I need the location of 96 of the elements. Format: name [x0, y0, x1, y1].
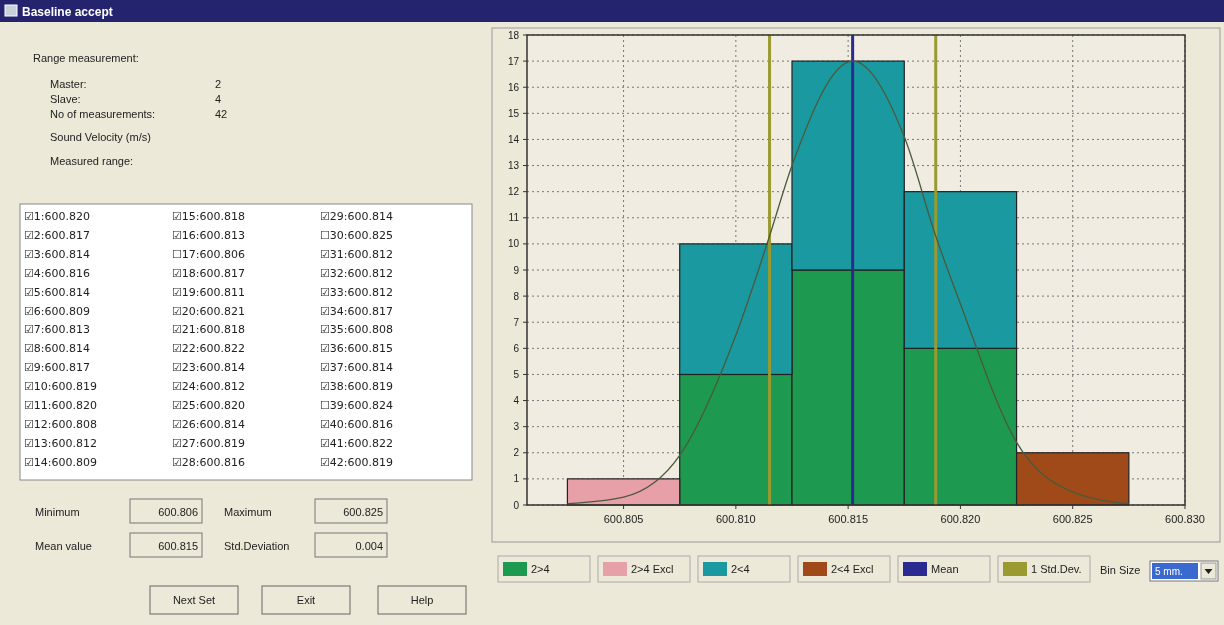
text: ☑1:600.820 [24, 210, 91, 223]
y-tick-label: 13 [507, 160, 520, 172]
text: ☑27:600.819 [172, 436, 246, 450]
text: ☑2:600.817 [24, 228, 91, 242]
y-tick-label: 6 [513, 342, 520, 354]
text: ☑24:600.812 [172, 380, 246, 394]
text: ☑37:600.814 [320, 361, 394, 375]
x-tick-label: 600.810 [715, 513, 756, 525]
text: Slave: [50, 93, 81, 105]
text: ☑10:600.819 [24, 380, 98, 394]
text: Std.Deviation [224, 540, 290, 552]
y-tick-label: 12 [507, 186, 520, 198]
text: ☑34:600.817 [320, 304, 394, 318]
text: No of measurements: [50, 108, 156, 120]
text: ☑33:600.812 [320, 285, 394, 299]
text: ☑14:600.809 [24, 455, 98, 469]
text: ☑35:600.808 [320, 323, 394, 337]
y-tick-label: 15 [507, 107, 520, 119]
text: ☑29:600.814 [320, 210, 394, 223]
text: ☑8:600.814 [24, 342, 91, 356]
text: Exit [296, 594, 316, 606]
text: Sound Velocity (m/s) [50, 131, 151, 143]
y-tick-label: 8 [513, 290, 520, 302]
text: Mean value [35, 540, 92, 552]
text: ☑20:600.821 [172, 304, 246, 318]
x-tick-label: 600.805 [603, 513, 644, 525]
text: Bin Size [1100, 564, 1141, 576]
line-series [566, 60, 1130, 505]
y-tick-label: 11 [508, 212, 520, 224]
text: ☑22:600.822 [172, 342, 246, 356]
y-tick-label: 18 [507, 29, 520, 41]
text: Maximum [224, 506, 272, 518]
text: Next Set [172, 594, 216, 606]
text: Baseline accept [22, 5, 113, 19]
text: ☑36:600.815 [320, 342, 394, 356]
legend-label: 2>4 [531, 563, 550, 575]
y-tick-label: 2 [513, 447, 520, 459]
legend-label: Mean [931, 563, 959, 575]
text: ☑15:600.818 [172, 210, 246, 223]
text: ☑26:600.814 [172, 417, 246, 431]
text: Master: [50, 78, 87, 90]
text: ☑41:600.822 [320, 436, 394, 450]
text: 600.806 [158, 506, 198, 518]
text: ☑25:600.820 [172, 399, 246, 412]
text: ☑42:600.819 [320, 455, 394, 469]
text: ☐30:600.825 [320, 228, 394, 242]
text: ☑31:600.812 [320, 247, 394, 261]
text: ☑18:600.817 [172, 266, 246, 280]
text: ☐17:600.806 [172, 247, 246, 261]
legend-label: 2<4 Excl [831, 563, 874, 575]
x-tick-label: 600.820 [940, 513, 981, 525]
text: ☑21:600.818 [172, 323, 246, 337]
text: Measured range: [50, 155, 134, 167]
text: 0.004 [355, 540, 383, 552]
y-tick-label: 1 [513, 473, 520, 485]
text: ☑9:600.817 [24, 361, 91, 375]
text: Range measurement: [33, 52, 139, 64]
text: ☑4:600.816 [24, 266, 91, 280]
y-tick-label: 0 [513, 499, 520, 511]
text: ☑6:600.809 [24, 304, 91, 318]
text: ☑16:600.813 [172, 228, 246, 242]
text: ☑23:600.814 [172, 361, 246, 375]
y-tick-label: 9 [513, 264, 520, 276]
y-tick-label: 10 [507, 238, 520, 250]
text: Minimum [35, 506, 80, 518]
y-tick-label: 17 [507, 55, 520, 67]
legend-label: 2>4 Excl [631, 563, 674, 575]
legend-label: 2<4 [731, 563, 750, 575]
x-tick-label: 600.815 [828, 513, 869, 525]
text: Help [410, 594, 434, 606]
text: ☑19:600.811 [172, 285, 246, 299]
text: ☑3:600.814 [24, 247, 91, 261]
legend-label: 1 Std.Dev. [1031, 563, 1082, 575]
text: ☑7:600.813 [24, 323, 91, 337]
text: 5 mm. [1155, 566, 1183, 577]
text: ☑12:600.808 [24, 417, 98, 431]
text: ☑13:600.812 [24, 436, 98, 450]
y-tick-label: 5 [513, 368, 520, 380]
text: ☐39:600.824 [320, 399, 394, 412]
y-tick-label: 4 [513, 395, 520, 407]
y-tick-label: 16 [507, 81, 520, 93]
x-tick-label: 600.830 [1165, 513, 1205, 525]
x-tick-label: 600.825 [1052, 513, 1093, 525]
text: ☑28:600.816 [172, 455, 246, 469]
text: 600.815 [158, 540, 198, 552]
text: ☑40:600.816 [320, 417, 394, 431]
text: 42 [215, 108, 228, 120]
text: ☑38:600.819 [320, 380, 394, 394]
text: ☑5:600.814 [24, 285, 91, 299]
text: ☑32:600.812 [320, 266, 394, 280]
text: 2 [215, 78, 222, 90]
text: ☑11:600.820 [24, 399, 98, 412]
text: 4 [215, 93, 222, 105]
y-tick-label: 3 [513, 421, 520, 433]
y-tick-label: 7 [513, 316, 520, 328]
y-tick-label: 14 [507, 133, 520, 145]
